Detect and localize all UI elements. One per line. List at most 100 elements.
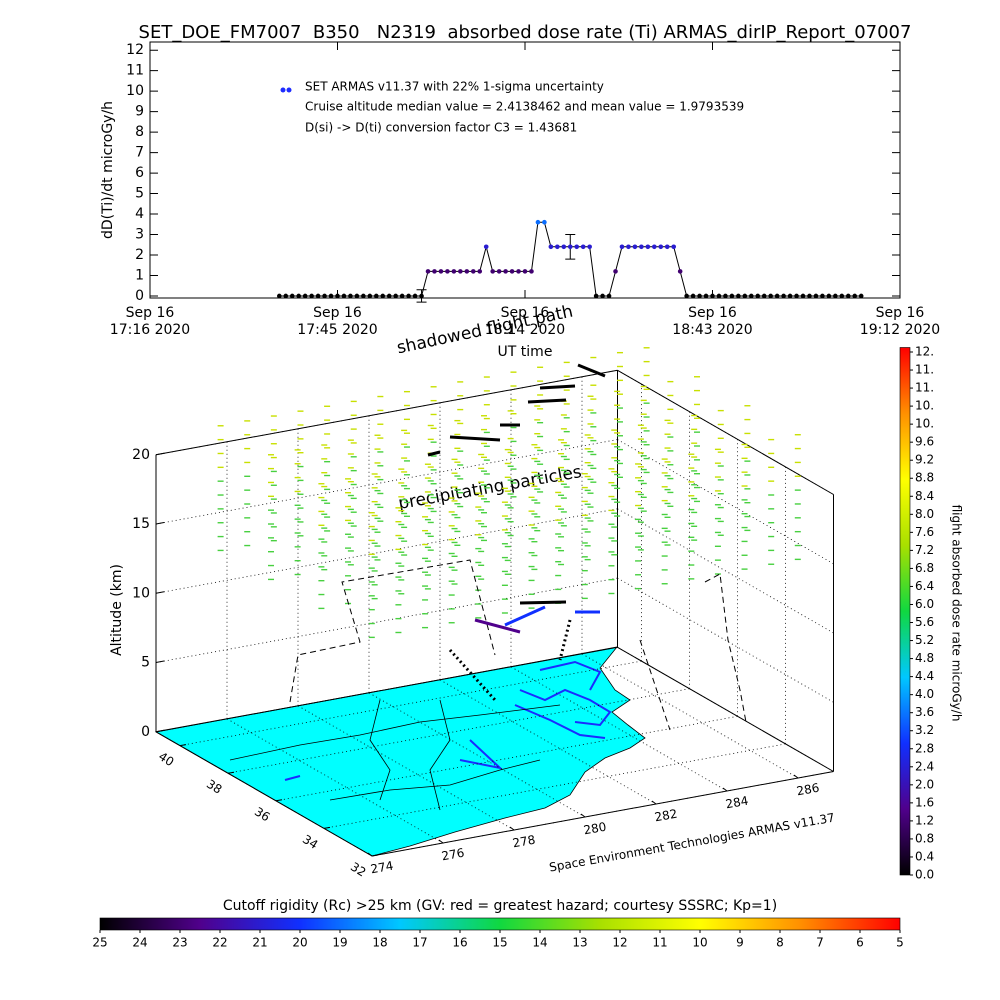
data-point <box>496 269 502 274</box>
legend-marker <box>280 87 286 93</box>
data-point <box>529 269 534 274</box>
colorbar-tick-label: 4.8 <box>915 651 934 665</box>
lat-tick-label: 34 <box>300 832 320 852</box>
data-point <box>632 244 638 250</box>
data-point <box>619 244 625 250</box>
lat-tick <box>371 854 379 857</box>
z-tick-label: 5 <box>141 655 150 671</box>
colorbar-tick-label: 12 <box>612 936 627 950</box>
grid-line <box>368 415 586 818</box>
lon-tick <box>793 774 799 779</box>
data-point <box>690 293 696 299</box>
data-point <box>283 293 289 299</box>
data-point <box>438 269 444 274</box>
colorbar-tick-label: 1.2 <box>915 813 934 827</box>
data-point <box>826 293 832 299</box>
colorbar-tick-label: 1.6 <box>915 795 934 809</box>
colorbar-tick-label: 8.0 <box>915 507 934 521</box>
lon-tick <box>367 852 373 857</box>
lat-tick <box>227 771 235 774</box>
grid-line <box>297 428 515 831</box>
legend-note: Cruise altitude median value = 2.4138462… <box>305 100 744 114</box>
colorbar-tick-label: 23 <box>172 936 187 950</box>
x-tick-label: Sep 16 <box>126 305 175 321</box>
data-point <box>425 269 431 274</box>
lon-tick-label: 278 <box>511 833 536 851</box>
x-tick-label: 19:12 2020 <box>860 322 940 338</box>
map-borders <box>229 699 561 811</box>
data-point <box>697 293 702 299</box>
data-point <box>613 269 618 274</box>
data-point <box>277 293 282 299</box>
colorbar-tick-label: 0.0 <box>915 868 934 882</box>
credit: Space Environment Technologies ARMAS v11… <box>548 810 836 874</box>
data-point <box>716 293 722 299</box>
lat-tick-label: 36 <box>252 804 272 824</box>
data-point <box>858 293 864 299</box>
data-point <box>677 269 683 274</box>
data-point <box>593 293 599 299</box>
data-point <box>813 293 819 299</box>
data-point <box>710 293 715 299</box>
data-point <box>399 293 405 299</box>
colorbar-tick-label: 7.6 <box>915 525 934 539</box>
data-point <box>490 269 495 274</box>
data-point <box>412 293 418 299</box>
z-tick-label: 20 <box>132 447 150 463</box>
z-tick-label: 15 <box>132 516 150 532</box>
y-tick-label: 1 <box>135 267 144 283</box>
y-tick-label: 4 <box>135 206 144 222</box>
data-point <box>684 293 689 299</box>
data-point <box>580 244 586 250</box>
colorbar-tick-label: 14 <box>532 936 547 950</box>
grid-line <box>439 402 657 805</box>
flight-path <box>427 363 606 702</box>
data-point <box>845 293 851 299</box>
data-point <box>341 293 347 299</box>
colorbar <box>99 917 901 931</box>
x-tick-label: 17:16 2020 <box>110 322 190 338</box>
z-tick <box>155 729 165 733</box>
colorbar-tick-label: 20 <box>292 936 307 950</box>
colorbar-tick-label: 5.6 <box>915 615 934 629</box>
data-point <box>348 293 353 299</box>
flight-path-shadow <box>289 559 747 731</box>
grid-line <box>510 389 728 792</box>
data-point <box>561 244 567 250</box>
colorbar-tick-label: 22 <box>212 936 227 950</box>
data-point <box>781 293 786 299</box>
x-tick-label: Sep 16 <box>313 305 362 321</box>
data-point <box>516 269 521 274</box>
colorbar-tick-label: 5.2 <box>915 633 934 647</box>
z-tick <box>155 660 165 664</box>
grid-line <box>155 369 834 495</box>
colorbar-tick-label: 8.8 <box>915 471 934 485</box>
data-point <box>723 293 728 299</box>
colorbar-tick-label: 8 <box>776 936 784 950</box>
data-point <box>587 244 592 250</box>
data-point <box>639 244 644 250</box>
data-point <box>703 293 709 299</box>
lon-tick-label: 276 <box>440 846 465 864</box>
data-point <box>645 244 651 250</box>
colorbar-tick-label: 2.8 <box>915 741 934 755</box>
x-tick-label: 18:43 2020 <box>672 322 752 338</box>
data-point <box>335 293 340 299</box>
colorbar-tick-label: 11 <box>652 936 667 950</box>
data-point <box>548 244 554 250</box>
chart-title: SET_DOE_FM7007 B350 N2319 absorbed dose … <box>139 22 912 43</box>
data-point <box>470 269 476 274</box>
data-point <box>535 219 541 225</box>
data-point <box>787 293 793 299</box>
data-point <box>574 244 580 250</box>
data-point <box>839 293 845 299</box>
data-point <box>800 293 806 299</box>
y-tick-label: 9 <box>135 104 144 120</box>
lat-tick <box>275 799 283 802</box>
colorbar-tick-label: 2.0 <box>915 777 934 791</box>
y-tick-label: 12 <box>126 42 144 58</box>
colorbar-tick-label: 21 <box>252 936 267 950</box>
y-tick-label: 2 <box>135 247 144 263</box>
y-tick-label: 3 <box>135 227 144 243</box>
